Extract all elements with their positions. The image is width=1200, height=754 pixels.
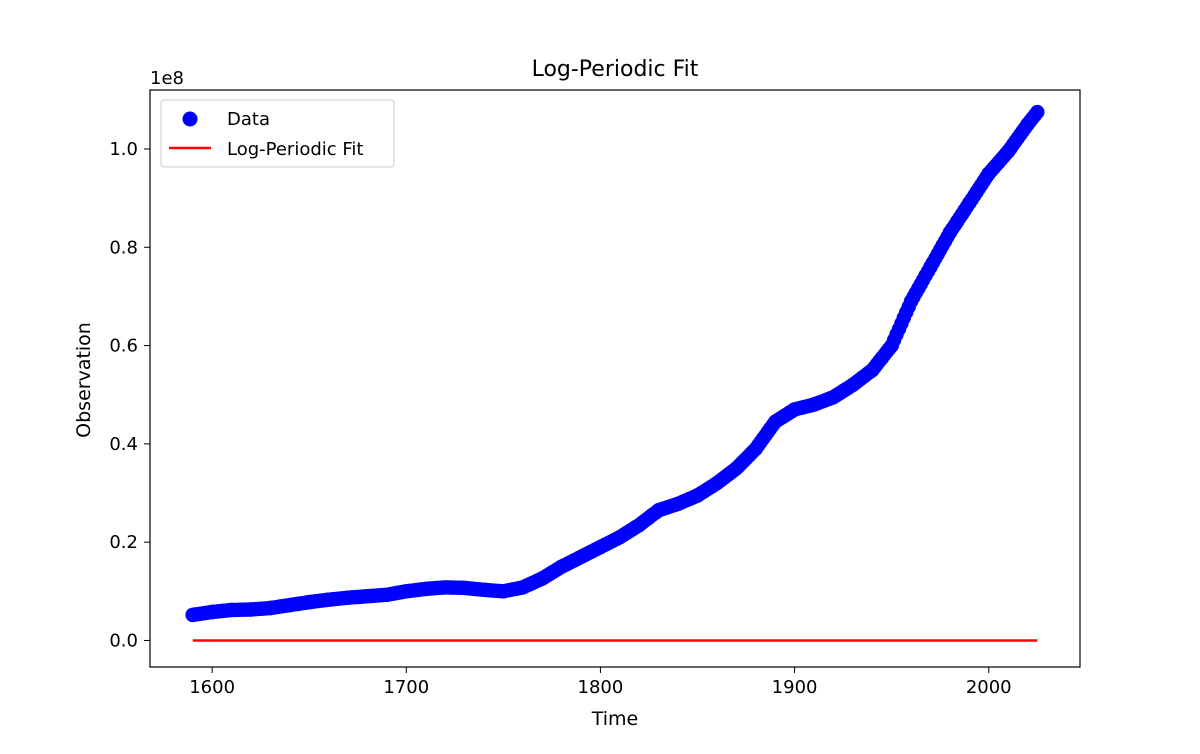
y-tick-label: 0.2 (109, 532, 138, 553)
data-point (243, 602, 259, 617)
data-point (884, 338, 899, 353)
data-point (418, 581, 433, 597)
data-point (962, 195, 977, 211)
y-axis-offset-text: 1e8 (150, 68, 184, 89)
plot-area (185, 104, 1045, 642)
y-tick-label: 0.6 (109, 336, 138, 357)
y-tick-label: 0.8 (109, 237, 138, 258)
data-point (476, 582, 492, 597)
data-point (437, 580, 453, 595)
y-tick-label: 1.0 (109, 139, 138, 160)
data-point (496, 584, 511, 599)
x-tick-label: 1900 (772, 677, 818, 698)
y-axis-label: Observation (73, 322, 95, 438)
data-point (612, 530, 628, 545)
data-point (690, 488, 705, 503)
x-tick-label: 1800 (578, 677, 624, 698)
y-tick-label: 0.0 (109, 630, 138, 651)
data-point (302, 594, 317, 610)
x-axis-label: Time (591, 708, 639, 730)
data-point (748, 441, 763, 456)
legend-data-marker (182, 111, 198, 127)
data-point (942, 225, 958, 240)
data-point (729, 461, 744, 476)
data-point (263, 600, 278, 616)
data-point (535, 571, 550, 586)
axes-frame (149, 89, 1081, 668)
data-point (981, 166, 996, 181)
data-point (593, 539, 608, 555)
data-point (399, 584, 414, 599)
x-tick-label: 1600 (189, 677, 235, 698)
x-axis-ticks: 1600 1700 1800 1900 2000 (189, 667, 1012, 698)
data-point (923, 259, 938, 275)
data-point (1001, 144, 1016, 159)
data-point (709, 476, 725, 491)
data-point (651, 503, 666, 518)
data-point (554, 559, 569, 574)
data-point (224, 602, 239, 618)
data-point (632, 517, 647, 533)
x-tick-label: 2000 (966, 677, 1012, 698)
data-point (573, 549, 589, 565)
y-axis-ticks: 0.0 0.2 0.4 0.6 0.8 1.0 (109, 139, 150, 651)
data-point (360, 589, 375, 604)
data-point (845, 377, 860, 393)
legend: Data Log-Periodic Fit (160, 99, 395, 168)
x-tick-label: 1700 (383, 677, 429, 698)
data-point (1020, 117, 1035, 132)
data-point (379, 587, 395, 602)
legend-data-label: Data (227, 109, 270, 130)
y-tick-label: 0.4 (109, 434, 138, 455)
data-point (768, 414, 783, 429)
data-point (204, 604, 220, 620)
data-point (903, 294, 919, 309)
data-point (340, 590, 356, 605)
data-point (874, 350, 890, 366)
data-point (1030, 104, 1045, 120)
data-point (282, 597, 297, 613)
data-point (670, 496, 686, 511)
data-point (826, 390, 841, 405)
data-point (457, 580, 472, 596)
data-point (865, 362, 880, 378)
data-point (806, 397, 822, 412)
data-point (321, 592, 336, 607)
legend-fit-label: Log-Periodic Fit (227, 139, 364, 160)
chart-title: Log-Periodic Fit (532, 57, 699, 82)
data-point (787, 402, 802, 417)
legend-box (160, 99, 395, 168)
data-point (185, 607, 200, 623)
data-point (515, 580, 530, 595)
